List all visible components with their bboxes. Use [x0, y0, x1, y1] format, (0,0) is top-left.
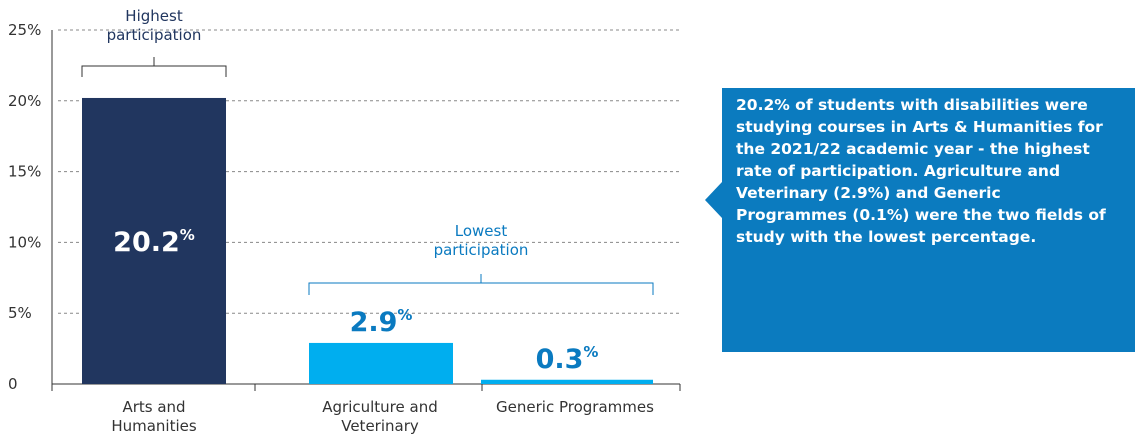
bar — [309, 342, 453, 384]
bracket — [81, 65, 227, 77]
bracket — [308, 282, 654, 295]
x-tick-label: Agriculture and Veterinary — [322, 398, 438, 435]
y-tick-label: 15% — [8, 163, 41, 181]
bar — [481, 379, 653, 384]
callout-arrow — [705, 182, 722, 218]
y-tick-label: 0 — [8, 375, 18, 393]
y-tick-label: 10% — [8, 233, 41, 251]
y-tick-label: 20% — [8, 92, 41, 110]
bar — [82, 97, 226, 384]
value-label: 0.3% — [536, 343, 599, 375]
x-tick-label: Arts and Humanities — [111, 398, 197, 435]
value-label: 20.2% — [113, 226, 195, 258]
y-tick-label: 5% — [8, 304, 32, 322]
callout-box — [722, 88, 1135, 352]
value-label: 2.9% — [350, 306, 413, 338]
x-tick-label: Generic Programmes — [496, 398, 654, 416]
annotation: Highest participation — [106, 7, 202, 44]
y-tick-label: 25% — [8, 21, 41, 39]
annotation: Lowest participation — [433, 222, 529, 259]
callout-text: 20.2% of students with disabilities were… — [736, 96, 1106, 246]
